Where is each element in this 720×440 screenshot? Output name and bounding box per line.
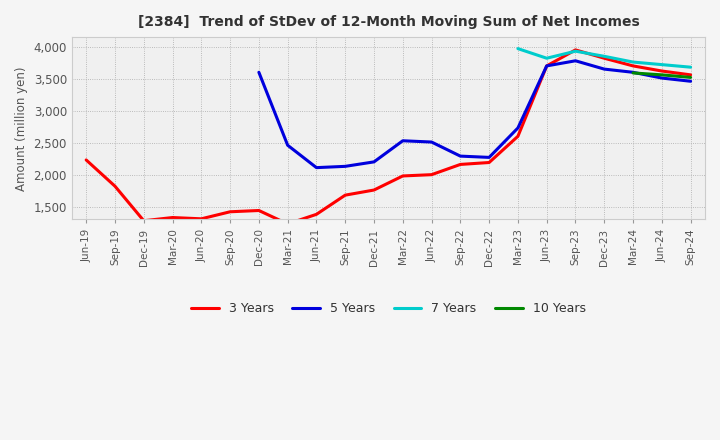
5 Years [571,58,580,63]
Legend: 3 Years, 5 Years, 7 Years, 10 Years: 3 Years, 5 Years, 7 Years, 10 Years [191,302,585,315]
Line: 3 Years: 3 Years [86,50,690,224]
3 Years [571,47,580,52]
7 Years [513,46,522,51]
10 Years [686,75,695,80]
3 Years [542,63,551,69]
3 Years [513,134,522,139]
3 Years [111,183,120,189]
5 Years [657,75,666,81]
Line: 10 Years: 10 Years [633,73,690,77]
Y-axis label: Amount (million yen): Amount (million yen) [15,66,28,191]
7 Years [542,55,551,61]
Line: 7 Years: 7 Years [518,49,690,67]
7 Years [571,48,580,54]
3 Years [82,158,91,163]
7 Years [629,59,637,65]
5 Years [542,63,551,69]
3 Years [657,68,666,73]
5 Years [686,79,695,84]
3 Years [284,221,292,227]
5 Years [398,138,407,143]
3 Years [140,218,148,224]
5 Years [255,70,264,75]
5 Years [341,164,349,169]
5 Years [369,159,378,165]
10 Years [657,72,666,77]
5 Years [456,154,464,159]
5 Years [513,125,522,131]
5 Years [312,165,321,170]
3 Years [197,216,206,221]
3 Years [226,209,235,214]
3 Years [312,212,321,217]
3 Years [341,193,349,198]
3 Years [255,208,264,213]
3 Years [629,63,637,69]
5 Years [629,70,637,75]
7 Years [600,54,608,59]
5 Years [600,66,608,72]
3 Years [427,172,436,177]
10 Years [629,70,637,76]
5 Years [427,139,436,145]
3 Years [398,173,407,179]
7 Years [686,65,695,70]
3 Years [600,55,608,61]
3 Years [369,187,378,193]
7 Years [657,62,666,67]
5 Years [284,143,292,148]
3 Years [686,72,695,77]
Title: [2384]  Trend of StDev of 12-Month Moving Sum of Net Incomes: [2384] Trend of StDev of 12-Month Moving… [138,15,639,29]
3 Years [168,215,177,220]
Line: 5 Years: 5 Years [259,61,690,168]
3 Years [456,162,464,167]
5 Years [485,155,493,160]
3 Years [485,160,493,165]
